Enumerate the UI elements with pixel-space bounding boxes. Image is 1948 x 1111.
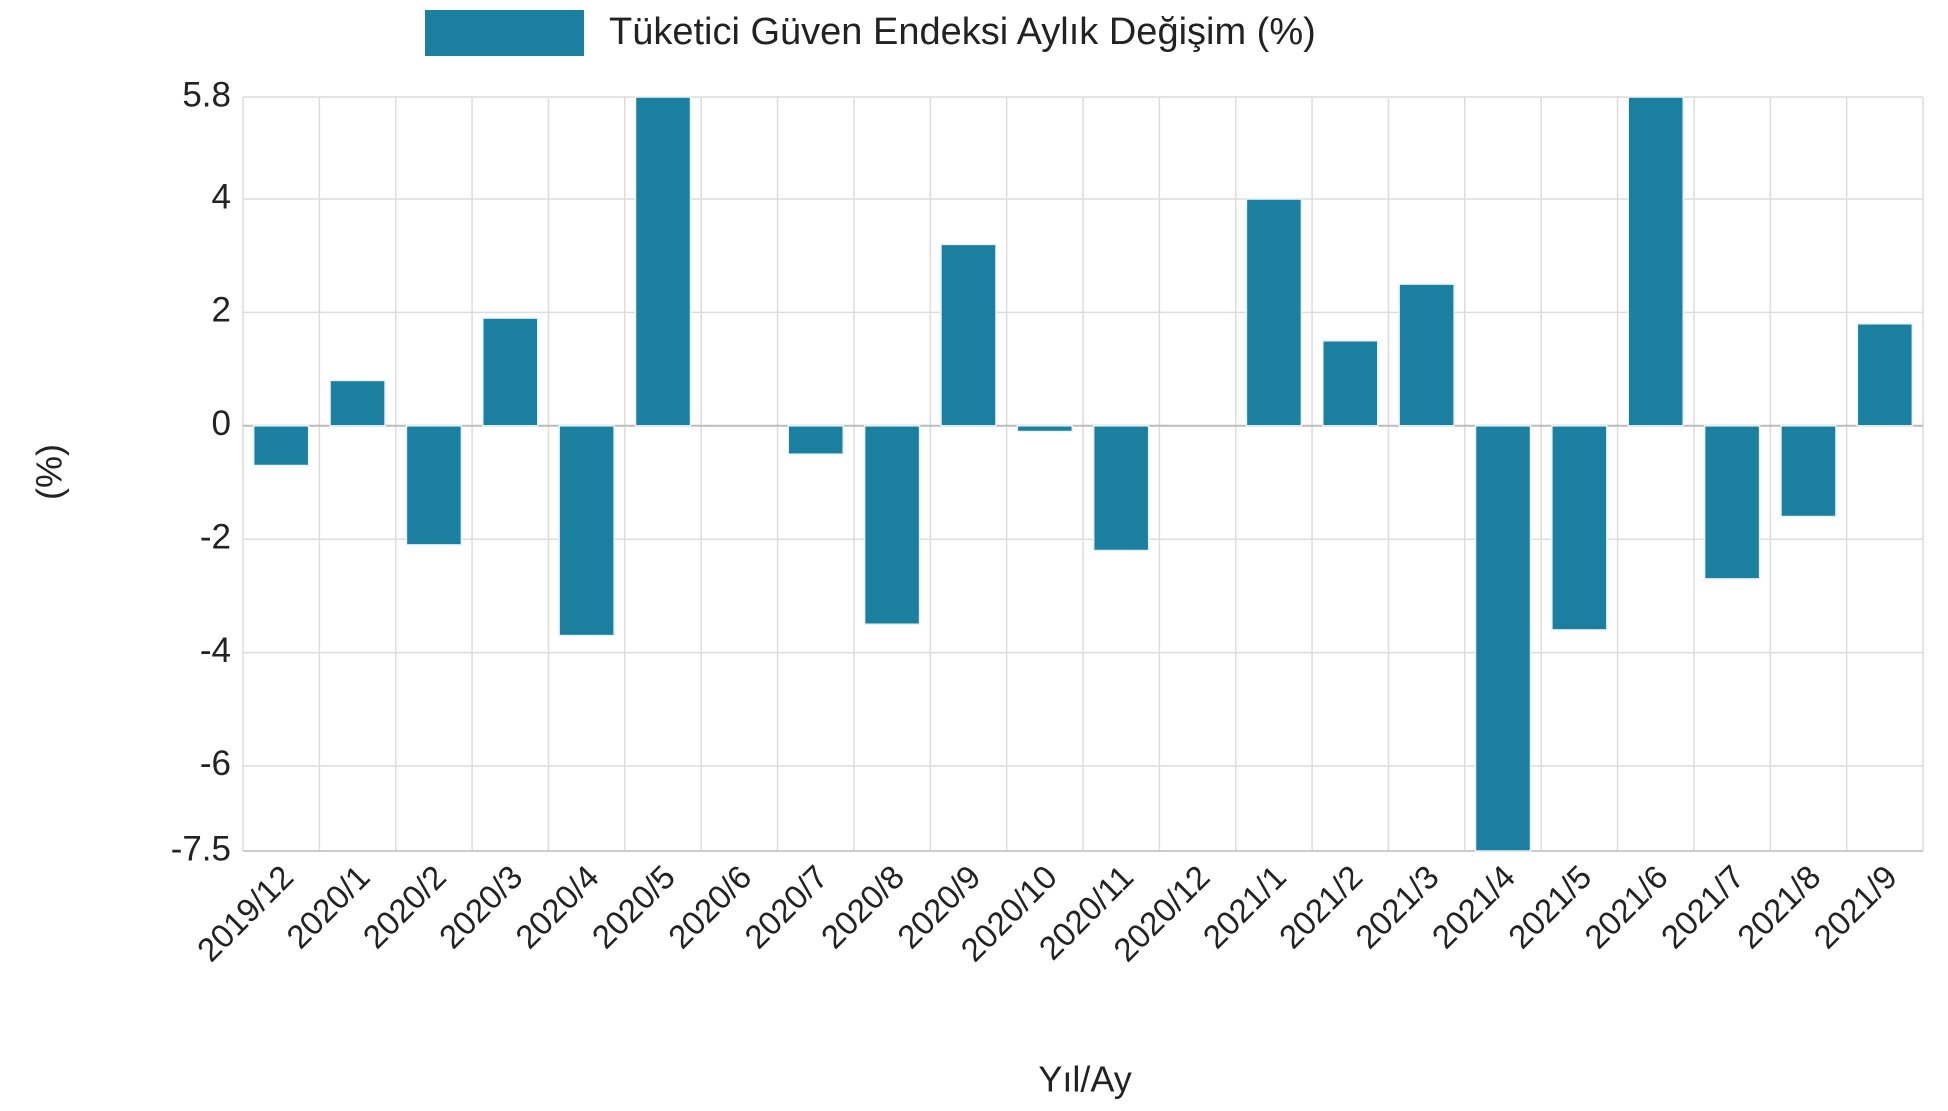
x-axis-label: Yıl/Ay [1038, 1059, 1131, 1100]
y-tick-label: -4 [200, 631, 231, 670]
x-tick-label: 2021/9 [1806, 858, 1904, 956]
bar [1474, 425, 1532, 852]
bar [787, 425, 844, 455]
bar [1092, 425, 1150, 552]
y-tick-label: 4 [212, 177, 231, 216]
y-tick-label: -7.5 [171, 829, 231, 868]
y-tick-label: 0 [212, 404, 231, 443]
bar [1551, 425, 1608, 631]
x-tick-label: 2020/1 [279, 858, 377, 956]
y-tick-label: -2 [200, 517, 231, 556]
x-tick-label: 2020/7 [737, 858, 835, 956]
bar [1016, 425, 1074, 433]
bar [1398, 283, 1455, 427]
y-tick-label: 2 [212, 291, 231, 330]
bar [558, 425, 615, 637]
y-tick-label: 5.8 [182, 75, 231, 114]
x-tick-label: 2021/4 [1425, 858, 1523, 956]
bar [863, 425, 921, 625]
x-tick-label: 2020/4 [508, 858, 606, 956]
y-tick-label: -6 [200, 744, 231, 783]
x-tick-label: 2021/2 [1272, 858, 1370, 956]
x-tick-label: 2021/6 [1577, 858, 1675, 956]
bar [329, 379, 386, 427]
x-tick-label: 2020/3 [432, 858, 530, 956]
x-tick-label: 2020/2 [355, 858, 453, 956]
bar [1703, 425, 1761, 580]
x-tick-label: 2021/5 [1501, 858, 1599, 956]
bar [252, 425, 310, 467]
x-tick-label: 2021/3 [1348, 858, 1446, 956]
bar [1245, 198, 1303, 427]
bar [1627, 96, 1684, 427]
bar [1780, 425, 1837, 518]
x-tick-label: 2020/5 [585, 858, 683, 956]
bar [940, 243, 997, 427]
x-tick-label: 2020/6 [661, 858, 759, 956]
legend-label: Tüketici Güven Endeksi Aylık Değişim (%) [609, 11, 1316, 53]
bar [405, 425, 463, 546]
legend-swatch [425, 10, 584, 56]
bar [482, 317, 539, 427]
x-tick-label: 2019/12 [190, 858, 301, 969]
x-tick-label: 2021/7 [1654, 858, 1752, 956]
bar [1322, 340, 1379, 427]
y-axis-label: (%) [29, 444, 70, 500]
x-tick-label: 2020/8 [814, 858, 912, 956]
x-tick-label: 2021/8 [1730, 858, 1828, 956]
bar [634, 96, 692, 427]
x-tick-label: 2021/1 [1195, 858, 1293, 956]
bar [1856, 323, 1914, 427]
